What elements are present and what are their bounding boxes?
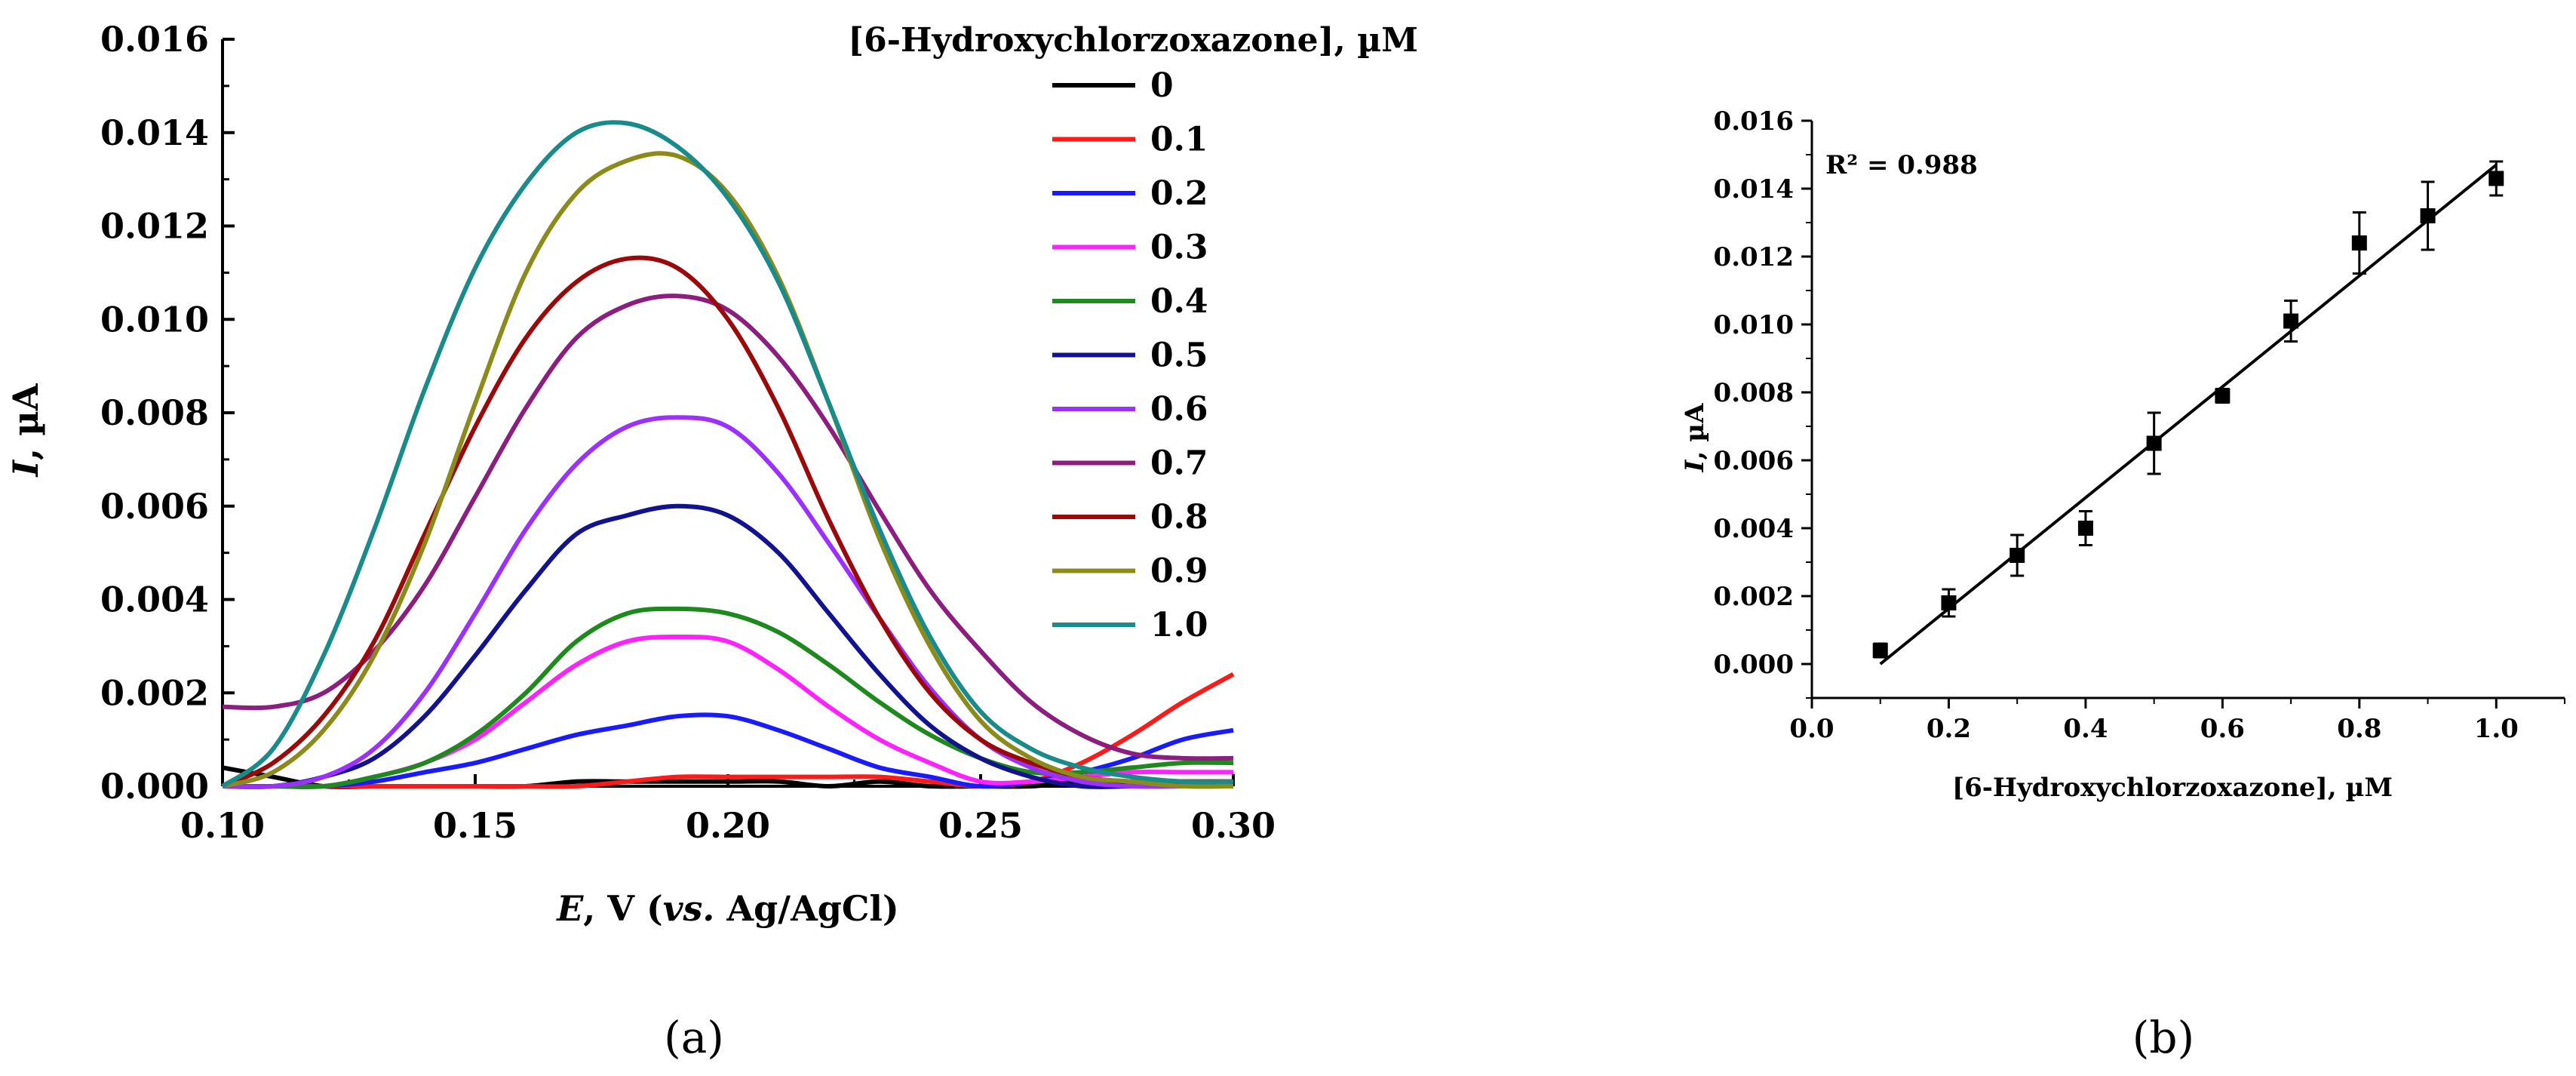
series-line-0.5 xyxy=(222,503,1233,789)
series-line-0.9 xyxy=(222,151,1234,789)
data-point xyxy=(2215,388,2231,404)
series-line-0.8 xyxy=(221,255,1233,789)
y-tick-label-a: 0.016 xyxy=(100,19,209,60)
x-tick-label-b: 1.0 xyxy=(2474,714,2519,744)
x-tick-label-b: 0.4 xyxy=(2063,714,2108,744)
data-point xyxy=(2146,435,2162,451)
series-line-0.1 xyxy=(222,672,1235,789)
y-tick-label-a: 0.010 xyxy=(100,299,209,340)
legend-label-0: 0 xyxy=(1150,66,1174,105)
y-tick-label-b: 0.004 xyxy=(1714,514,1794,544)
axes-a: 0.000 0.002 0.004 0.006 0.008 0.010 0.012 0.014… xyxy=(100,19,1276,846)
series-line-0.6 xyxy=(222,415,1233,789)
data-point xyxy=(1872,643,1888,658)
x-tick-label-a: 0.25 xyxy=(938,805,1023,846)
legend-label-0.4: 0.4 xyxy=(1150,282,1208,321)
x-tick-label-b: 0.6 xyxy=(2200,714,2245,744)
y-tick-label-a: 0.006 xyxy=(100,486,209,527)
data-point xyxy=(2077,521,2093,536)
legend-title: [6-Hydroxychlorzoxazone], µM xyxy=(848,21,1418,60)
x-axis-title-b: [6-Hydroxychlorzoxazone], µM xyxy=(1952,773,2393,803)
legend-label-0.3: 0.3 xyxy=(1150,229,1208,267)
y-tick-label-b: 0.000 xyxy=(1714,650,1794,680)
data-point xyxy=(2010,548,2025,563)
panel-label-b: (b) xyxy=(2132,1012,2194,1063)
panel-label-a: (a) xyxy=(664,1012,724,1063)
y-tick-label-a: 0.008 xyxy=(100,392,209,433)
legend-label-0.6: 0.6 xyxy=(1150,390,1208,429)
legend-label-0.8: 0.8 xyxy=(1150,498,1208,536)
y-tick-label-b: 0.014 xyxy=(1714,174,1794,204)
y-tick-label-a: 0.004 xyxy=(100,580,209,620)
data-point xyxy=(1941,595,1957,610)
y-tick-label-b: 0.016 xyxy=(1714,106,1794,137)
panel-a: 0.000 0.002 0.004 0.006 0.008 0.010 0.012 0.014… xyxy=(5,19,1418,1063)
legend-label-0.2: 0.2 xyxy=(1150,174,1208,213)
legend-label-0.7: 0.7 xyxy=(1150,444,1208,483)
y-tick-label-b: 0.002 xyxy=(1714,582,1794,612)
y-tick-label-a: 0.000 xyxy=(100,766,209,807)
r-squared-annotation: R² = 0.988 xyxy=(1825,150,1978,180)
x-tick-label-b: 0.0 xyxy=(1789,714,1834,744)
x-tick-label-a: 0.10 xyxy=(180,805,265,846)
x-tick-label-a: 0.15 xyxy=(433,805,517,846)
x-tick-label-a: 0.30 xyxy=(1191,805,1276,846)
data-point xyxy=(2488,171,2504,186)
y-tick-label-b: 0.006 xyxy=(1714,446,1794,476)
series-line-1.0 xyxy=(221,120,1234,789)
y-tick-label-a: 0.012 xyxy=(100,206,209,247)
series-group-a xyxy=(221,120,1235,789)
axes-b: 0.000 0.002 0.004 0.006 0.008 0.010 0.012 0.014… xyxy=(1714,106,2565,744)
legend-label-1.0: 1.0 xyxy=(1150,606,1208,644)
marks-group-b xyxy=(1872,160,2504,666)
data-point xyxy=(2420,208,2436,223)
legend-label-0.5: 0.5 xyxy=(1150,337,1208,375)
y-tick-label-b: 0.008 xyxy=(1714,378,1794,408)
y-tick-label-b: 0.012 xyxy=(1714,242,1794,272)
data-point xyxy=(2283,313,2299,329)
x-tick-label-b: 0.2 xyxy=(1927,714,1971,744)
y-axis-title-b: I, µA xyxy=(1680,403,1710,472)
y-tick-label-a: 0.002 xyxy=(100,672,209,713)
data-point xyxy=(2351,235,2367,251)
legend-label-0.1: 0.1 xyxy=(1150,121,1208,159)
plot-frame-a xyxy=(223,39,1233,786)
series-line-0.7 xyxy=(222,294,1234,761)
y-tick-label-b: 0.010 xyxy=(1714,310,1794,340)
fit-line xyxy=(1879,163,2498,666)
y-tick-label-a: 0.014 xyxy=(100,112,209,153)
x-axis-title-a: E, V (vs. Ag/AgCl) xyxy=(555,888,899,929)
legend-a: [6-Hydroxychlorzoxazone], µM 0 0.1 0.2 0.3 0… xyxy=(848,21,1418,644)
x-tick-label-a: 0.20 xyxy=(686,805,770,846)
y-axis-title-a: I, µA xyxy=(5,383,46,478)
x-tick-label-b: 0.8 xyxy=(2337,714,2381,744)
legend-label-0.9: 0.9 xyxy=(1150,552,1208,591)
panel-b: 0.000 0.002 0.004 0.006 0.008 0.010 0.012 0.014… xyxy=(1680,106,2565,1063)
